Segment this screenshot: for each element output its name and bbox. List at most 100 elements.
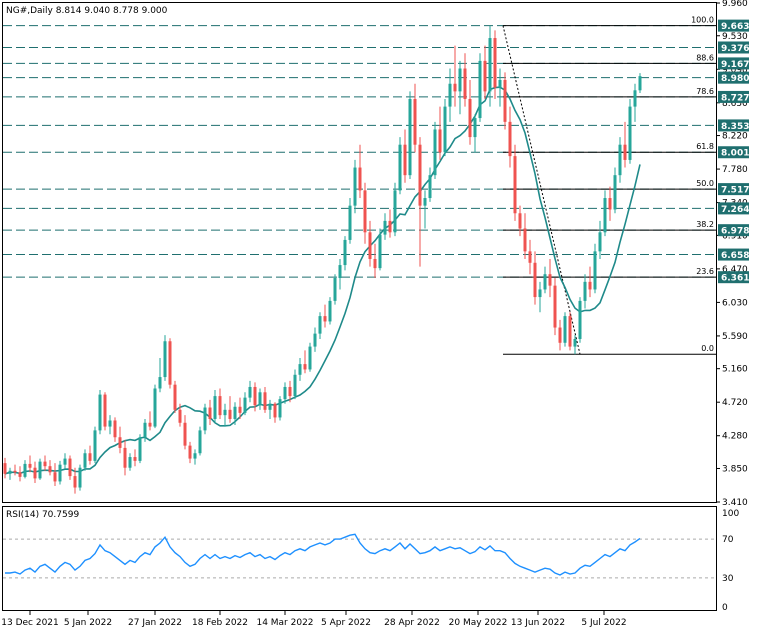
candle-body (523, 228, 527, 252)
y-tick-label: 3.850 (722, 464, 748, 474)
fib-label: 100.0 (691, 16, 714, 25)
candle-body (468, 98, 472, 138)
candle-body (338, 265, 342, 279)
rsi-tick-label: 30 (722, 574, 734, 584)
candle-body (13, 470, 17, 473)
candle-body (313, 333, 317, 347)
candle-body (513, 156, 517, 214)
candle-body (123, 447, 127, 468)
rsi-tick-label: 100 (722, 509, 739, 519)
horizontal-levels (3, 25, 716, 278)
candle-body (488, 38, 492, 92)
candle-body (48, 466, 52, 473)
candle-body (628, 106, 632, 160)
candle-body (148, 422, 152, 427)
candle-body (293, 374, 297, 397)
candle-body (453, 83, 457, 92)
candle-body (168, 341, 172, 385)
candle-body (578, 300, 582, 339)
candle-body (358, 167, 362, 191)
level-tag-label: 7.517 (721, 186, 749, 196)
candle-body (403, 144, 407, 176)
fibonacci-retracement: 100.0 88.6 78.6 61.8 50.0 38.2 23.6 0.0 (502, 16, 716, 355)
candle-body (418, 144, 422, 206)
candle-body (613, 175, 617, 210)
candle-body (388, 220, 392, 233)
candle-body (103, 394, 107, 427)
candle-body (398, 144, 402, 191)
candle-body (68, 458, 72, 477)
candle-body (618, 144, 622, 176)
candle-body (588, 281, 592, 290)
y-tick-label: 6.470 (722, 265, 748, 275)
candle-body (53, 472, 57, 482)
y-tick-label: 3.410 (722, 498, 748, 508)
candle-body (448, 83, 452, 107)
symbol-header: NG#,Daily 8.814 9.040 8.778 9.000 (6, 6, 168, 16)
fib-label: 88.6 (696, 53, 714, 62)
candle-body (538, 289, 542, 298)
candle-body (348, 205, 352, 240)
level-tag (718, 57, 749, 70)
candle-body (303, 364, 307, 370)
candle-body (473, 118, 477, 138)
fib-trendline (502, 25, 581, 355)
x-tick-label: 28 Apr 2022 (384, 618, 440, 628)
fib-label: 78.6 (696, 87, 714, 96)
candle-body (88, 453, 92, 461)
rsi-indicator: 100 70 30 0 (3, 509, 739, 613)
candle-body (623, 144, 627, 160)
x-tick-label: 5 Apr 2022 (321, 618, 371, 628)
level-tag (718, 271, 749, 284)
candle-body (213, 396, 217, 419)
level-tag-label: 9.376 (721, 44, 749, 54)
candle-body (438, 129, 442, 153)
x-tick-label: 5 Jan 2022 (64, 618, 112, 628)
time-axis: 13 Dec 2021 5 Jan 2022 27 Jan 2022 18 Feb 2… (1, 611, 627, 628)
y-tick-label: 9.090 (722, 65, 748, 75)
candle-body (413, 98, 417, 145)
rsi-tick-label: 0 (722, 603, 728, 613)
y-tick-label: 8.220 (722, 132, 748, 142)
candle-body (458, 68, 462, 92)
candle-body (383, 220, 387, 235)
candle-body (633, 90, 637, 107)
fib-label: 23.6 (696, 267, 714, 276)
candle-body (113, 420, 117, 438)
candle-body (463, 68, 467, 99)
candle-body (353, 167, 357, 206)
candle-body (203, 407, 207, 431)
candle-body (433, 129, 437, 176)
level-tag (718, 119, 749, 132)
candle-body (298, 364, 302, 375)
candle-body (3, 463, 7, 474)
candle-body (478, 60, 482, 119)
level-tags: 9.663 9.376 9.167 8.980 8.727 8.353 8.001 7.517… (718, 19, 749, 284)
candle-body (198, 430, 202, 454)
candle-body (558, 327, 562, 343)
level-tag (718, 90, 749, 103)
fib-label: 38.2 (696, 220, 714, 229)
level-tag-label: 7.264 (721, 205, 749, 215)
candle-body (178, 409, 182, 423)
candle-body (498, 79, 502, 88)
x-tick-label: 27 Jan 2022 (128, 618, 182, 628)
candle-body (508, 121, 512, 157)
candle-body (573, 338, 577, 347)
level-tag-label: 9.167 (721, 60, 749, 70)
x-tick-label: 18 Feb 2022 (192, 618, 248, 628)
price-panel-frame (2, 2, 717, 503)
candle-body (368, 232, 372, 259)
candle-body (393, 190, 397, 233)
candle-body (333, 278, 337, 301)
x-tick-label: 20 May 2022 (449, 618, 508, 628)
level-tag (718, 41, 749, 54)
fib-label: 50.0 (696, 179, 714, 188)
x-tick-label: 5 Jul 2022 (581, 618, 626, 628)
candle-body (568, 316, 572, 347)
candle-body (428, 175, 432, 199)
candle-body (598, 232, 602, 252)
rsi-line (5, 533, 641, 576)
candle-body (83, 453, 87, 468)
